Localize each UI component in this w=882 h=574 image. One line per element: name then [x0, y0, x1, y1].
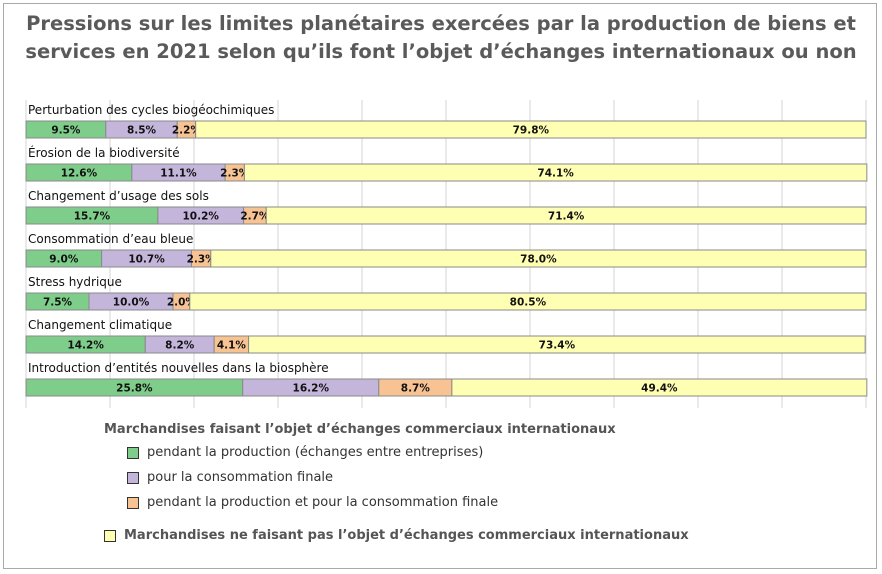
data-label: 10.0% [113, 297, 150, 309]
data-label: 9.0% [49, 254, 79, 266]
bar-segment [210, 249, 867, 268]
category-label: Érosion de la biodiversité [28, 145, 180, 160]
data-label: 4.1% [217, 340, 247, 352]
data-label: 49.4% [641, 383, 678, 395]
data-label: 73.4% [539, 340, 576, 352]
data-label: 10.2% [183, 211, 220, 223]
data-label: 2.3% [187, 254, 217, 266]
data-label: 15.7% [74, 211, 111, 223]
data-label: 8.2% [165, 340, 195, 352]
data-label: 2.7% [240, 211, 270, 223]
category-label: Consommation d’eau bleue [28, 232, 193, 246]
chart-title: Pressions sur les limites planétaires ex… [25, 12, 857, 63]
category-label: Stress hydrique [28, 275, 122, 289]
data-label: 12.6% [61, 168, 98, 180]
bar-segment [451, 378, 868, 397]
bar-segment [265, 206, 867, 225]
category-label: Perturbation des cycles biogéochimiques [28, 103, 274, 117]
data-label: 71.4% [548, 211, 585, 223]
data-label: 74.1% [537, 168, 574, 180]
data-label: 78.0% [520, 254, 557, 266]
data-label: 79.8% [513, 125, 550, 137]
data-label: 8.7% [401, 383, 431, 395]
bar-segment [189, 292, 867, 311]
bar-segment [195, 120, 867, 139]
bar-segment [243, 163, 868, 182]
bar-segment [248, 335, 866, 354]
data-label: 14.2% [67, 340, 104, 352]
data-label: 7.5% [43, 297, 73, 309]
data-label: 11.1% [160, 168, 197, 180]
chart-frame [3, 3, 877, 569]
category-label: Changement climatique [28, 318, 172, 332]
data-label: 16.2% [293, 383, 330, 395]
data-label: 2.2% [172, 125, 202, 137]
data-label: 2.3% [220, 168, 250, 180]
data-label: 8.5% [127, 125, 157, 137]
data-label: 25.8% [116, 383, 153, 395]
data-label: 80.5% [510, 297, 547, 309]
data-label: 2.0% [167, 297, 197, 309]
data-label: 10.7% [128, 254, 165, 266]
category-label: Introduction d’entités nouvelles dans la… [28, 361, 329, 375]
category-label: Changement d’usage des sols [28, 189, 209, 203]
data-label: 9.5% [51, 125, 81, 137]
